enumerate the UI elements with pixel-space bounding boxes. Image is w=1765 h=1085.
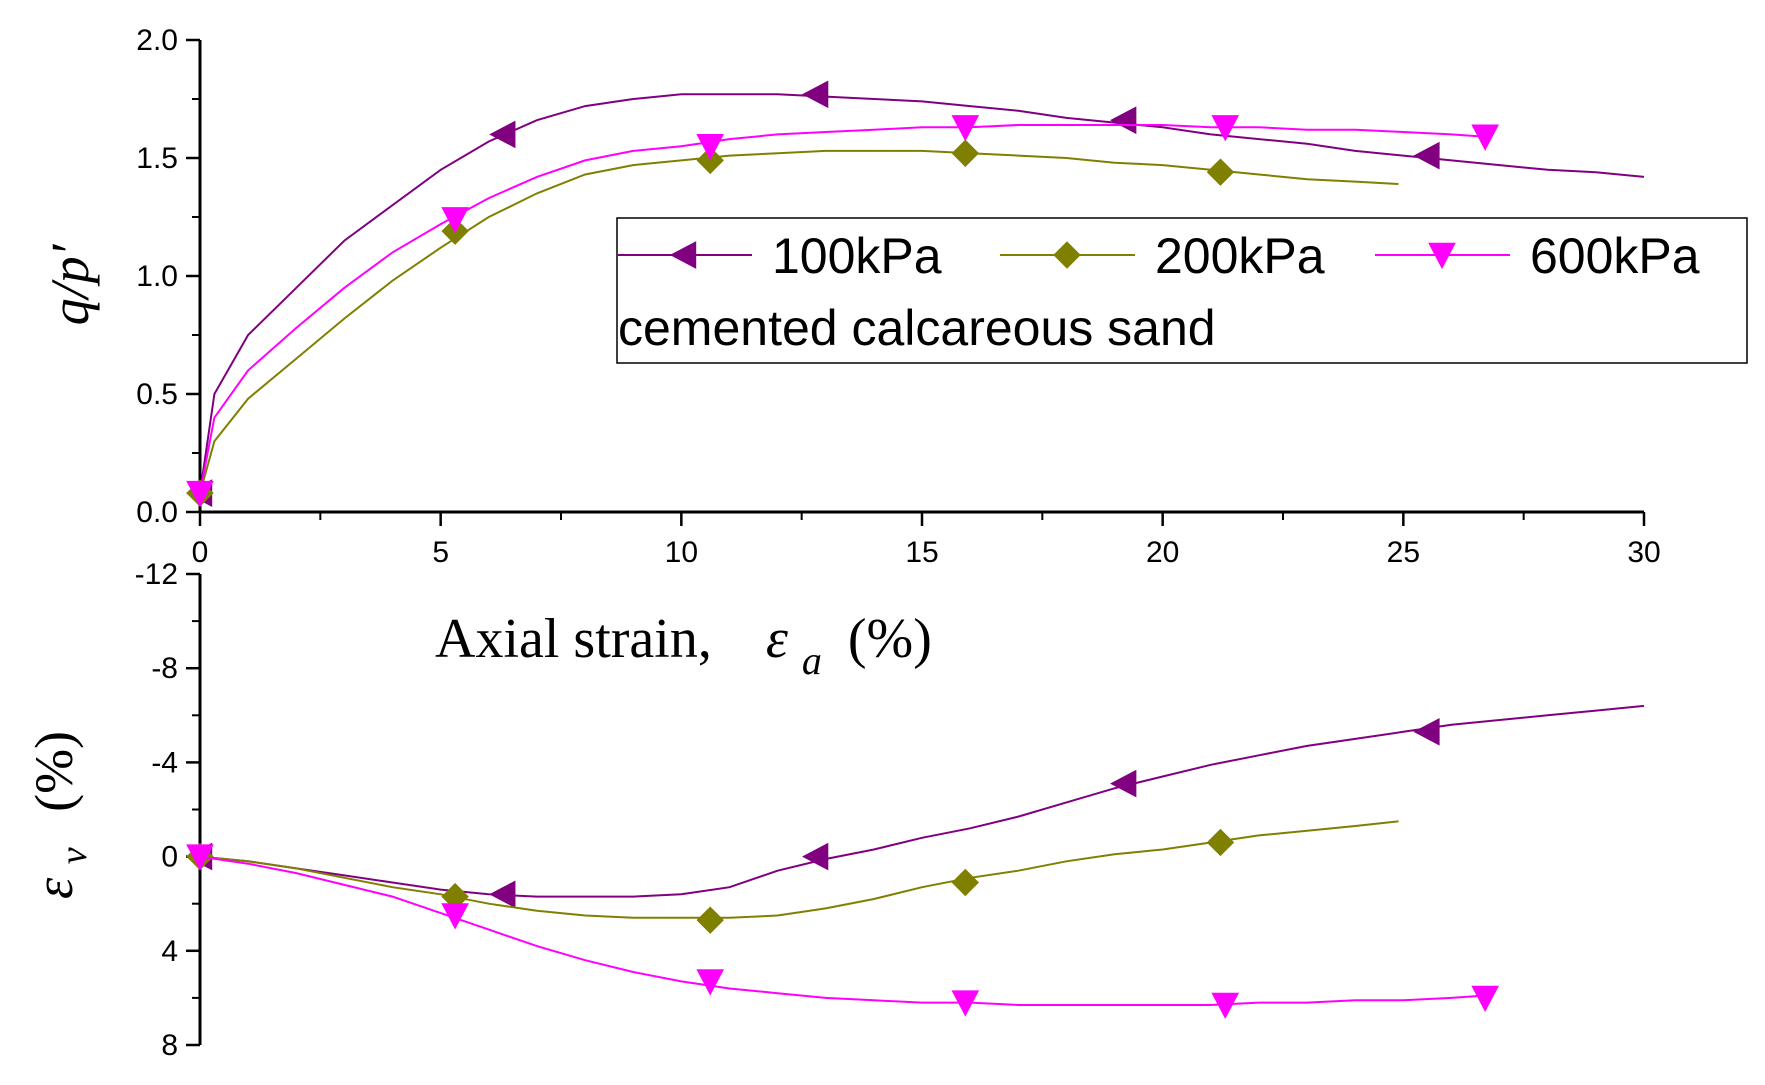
bottom-marker-600kpa: [441, 903, 469, 930]
y-tick-label: -4: [151, 746, 178, 779]
top-marker-100kpa: [1413, 141, 1440, 170]
x-tick-label: 30: [1627, 536, 1660, 569]
top-series-line-200kpa: [199, 149, 1399, 494]
legend-marker-200kpa: [1053, 241, 1081, 269]
x-title-symbol: ε: [766, 608, 789, 670]
top-series-line-100kpa: [199, 93, 1645, 494]
bottom-marker-200kpa: [696, 906, 724, 934]
legend-box: [616, 217, 1748, 364]
top-marker-600kpa: [441, 207, 469, 234]
bottom-marker-100kpa: [489, 880, 516, 909]
bottom-y-ticks: -12 -8 -4 0 4 8: [135, 558, 200, 1062]
bottom-marker-100kpa: [1110, 769, 1137, 798]
y-tick-label: 0.0: [136, 496, 178, 529]
top-marker-100kpa: [802, 80, 829, 109]
x-tick-label: 5: [432, 536, 449, 569]
y-title-suffix: (%): [24, 731, 84, 812]
bottom-marker-100kpa: [802, 842, 829, 871]
top-marker-200kpa: [1206, 158, 1235, 186]
x-tick-label: 20: [1146, 536, 1179, 569]
bottom-series-group: [185, 704, 1645, 1020]
top-marker-100kpa: [1110, 106, 1137, 135]
top-marker-600kpa: [951, 115, 980, 142]
bottom-marker-600kpa: [1471, 985, 1499, 1012]
x-title-prefix: Axial strain,: [435, 608, 712, 670]
x-title-subscript: a: [802, 638, 822, 683]
y-title-subscript: v: [53, 847, 95, 864]
x-tick-label: 15: [905, 536, 938, 569]
bottom-series-line-600kpa: [199, 855, 1486, 1006]
top-marker-100kpa: [489, 120, 516, 149]
top-marker-600kpa: [1471, 124, 1499, 151]
x-tick-label: 25: [1387, 536, 1420, 569]
bottom-panel: -12 -8 -4 0 4 8 Axial strain, ε a (%) ε v (%): [24, 558, 1645, 1062]
top-panel: 0 5 10 15 20 25 30 0.0 0.5 1.0 1.5 2.0 q/p′ 100kPa…: [40, 24, 1748, 569]
bottom-marker-600kpa: [1211, 992, 1240, 1020]
top-marker-600kpa: [186, 480, 214, 508]
x-tick-label: 10: [665, 536, 698, 569]
legend: 100kPa 200kPa 600kPa cemented calcareous s…: [616, 217, 1748, 364]
top-marker-600kpa: [1211, 115, 1240, 142]
legend-entries: 100kPa 200kPa 600kPa: [617, 228, 1700, 284]
y-tick-label: 1.0: [136, 260, 178, 293]
top-x-ticks: 0 5 10 15 20 25 30: [192, 512, 1661, 569]
y-tick-label: 1.5: [136, 142, 178, 175]
legend-label-600kpa: 600kPa: [1530, 228, 1700, 284]
bottom-series-line-100kpa: [199, 704, 1645, 898]
y-tick-label: 2.0: [136, 24, 178, 57]
bottom-marker-100kpa: [1413, 717, 1440, 746]
y-title-symbol: ε: [24, 877, 84, 899]
bottom-x-axis-title: Axial strain, ε a (%): [435, 608, 932, 687]
y-tick-label: 8: [161, 1029, 178, 1062]
y-tick-label: -12: [135, 558, 178, 591]
x-tick-label: 0: [192, 536, 209, 569]
bottom-marker-600kpa: [951, 990, 980, 1017]
y-tick-label: -8: [151, 652, 178, 685]
legend-label-100kpa: 100kPa: [772, 228, 942, 284]
legend-marker-600kpa: [1428, 242, 1456, 270]
bottom-marker-600kpa: [696, 969, 725, 996]
bottom-marker-200kpa: [951, 868, 980, 897]
top-marker-200kpa: [951, 139, 980, 167]
bottom-marker-200kpa: [1206, 828, 1235, 857]
y-tick-label: 0: [161, 841, 178, 874]
legend-note: cemented calcareous sand: [618, 300, 1216, 356]
legend-marker-100kpa: [669, 241, 697, 269]
top-series-line-600kpa: [199, 124, 1486, 494]
legend-label-200kpa: 200kPa: [1155, 228, 1325, 284]
x-title-suffix: (%): [848, 608, 932, 670]
bottom-marker-600kpa: [186, 844, 214, 871]
top-marker-600kpa: [696, 134, 725, 161]
y-tick-label: 0.5: [136, 378, 178, 411]
top-marker-200kpa: [696, 146, 724, 175]
bottom-y-axis-title: ε v (%): [24, 731, 98, 899]
bottom-series-line-200kpa: [199, 820, 1399, 919]
top-series-group: [185, 80, 1645, 508]
top-y-axis-title: q/p′: [40, 243, 100, 325]
top-y-ticks: 0.0 0.5 1.0 1.5 2.0: [136, 24, 200, 529]
y-tick-label: 4: [161, 935, 178, 968]
